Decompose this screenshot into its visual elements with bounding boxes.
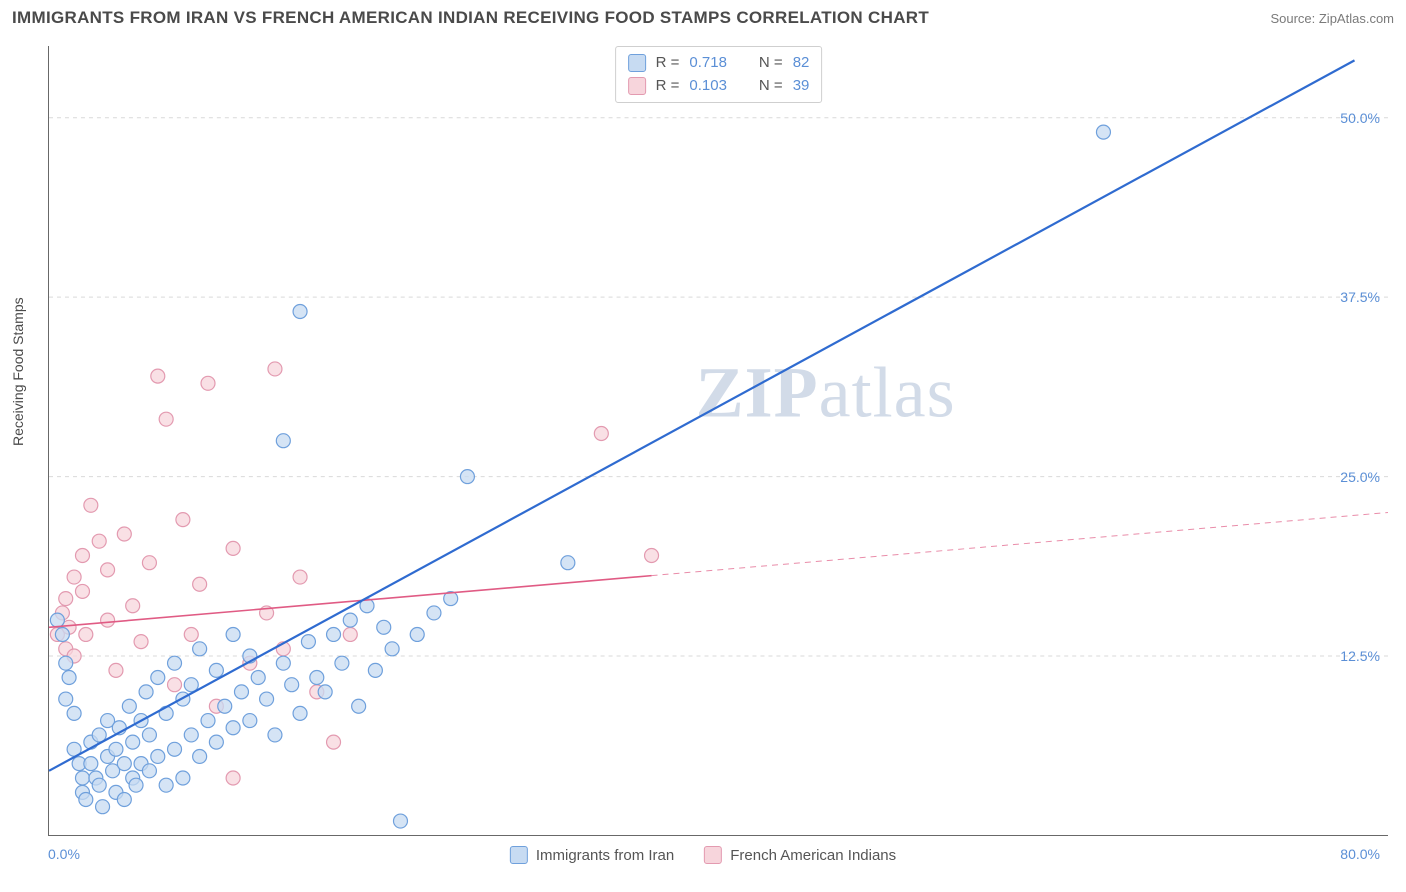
x-tick-max: 80.0% xyxy=(1340,846,1380,862)
y-tick-label: 37.5% xyxy=(1340,289,1380,305)
r-label: R = xyxy=(656,52,680,75)
r-label: R = xyxy=(656,75,680,98)
swatch-french xyxy=(628,77,646,95)
y-axis-label: Receiving Food Stamps xyxy=(10,297,26,446)
swatch-iran xyxy=(628,54,646,72)
r-value-french: 0.103 xyxy=(689,75,727,98)
scatter-svg xyxy=(49,46,1388,835)
n-label: N = xyxy=(759,75,783,98)
plot-area: ZIPatlas R = 0.718 N = 82 R = 0.103 N = … xyxy=(48,46,1388,836)
n-label: N = xyxy=(759,52,783,75)
n-value-iran: 82 xyxy=(793,52,810,75)
legend-item-iran: Immigrants from Iran xyxy=(510,846,674,864)
chart-header: IMMIGRANTS FROM IRAN VS FRENCH AMERICAN … xyxy=(12,8,1394,28)
y-tick-label: 50.0% xyxy=(1340,110,1380,126)
y-tick-label: 25.0% xyxy=(1340,469,1380,485)
y-tick-label: 12.5% xyxy=(1340,648,1380,664)
x-tick-min: 0.0% xyxy=(48,846,80,862)
chart-title: IMMIGRANTS FROM IRAN VS FRENCH AMERICAN … xyxy=(12,8,929,28)
legend-row-iran: R = 0.718 N = 82 xyxy=(628,52,810,75)
legend-row-french: R = 0.103 N = 39 xyxy=(628,75,810,98)
correlation-legend: R = 0.718 N = 82 R = 0.103 N = 39 xyxy=(615,46,823,103)
n-value-french: 39 xyxy=(793,75,810,98)
legend-item-french: French American Indians xyxy=(704,846,896,864)
series-label-french: French American Indians xyxy=(730,847,896,864)
series-legend: Immigrants from Iran French American Ind… xyxy=(510,846,896,864)
series-label-iran: Immigrants from Iran xyxy=(536,847,674,864)
swatch-french-icon xyxy=(704,846,722,864)
chart-source: Source: ZipAtlas.com xyxy=(1270,11,1394,26)
r-value-iran: 0.718 xyxy=(689,52,727,75)
swatch-iran-icon xyxy=(510,846,528,864)
